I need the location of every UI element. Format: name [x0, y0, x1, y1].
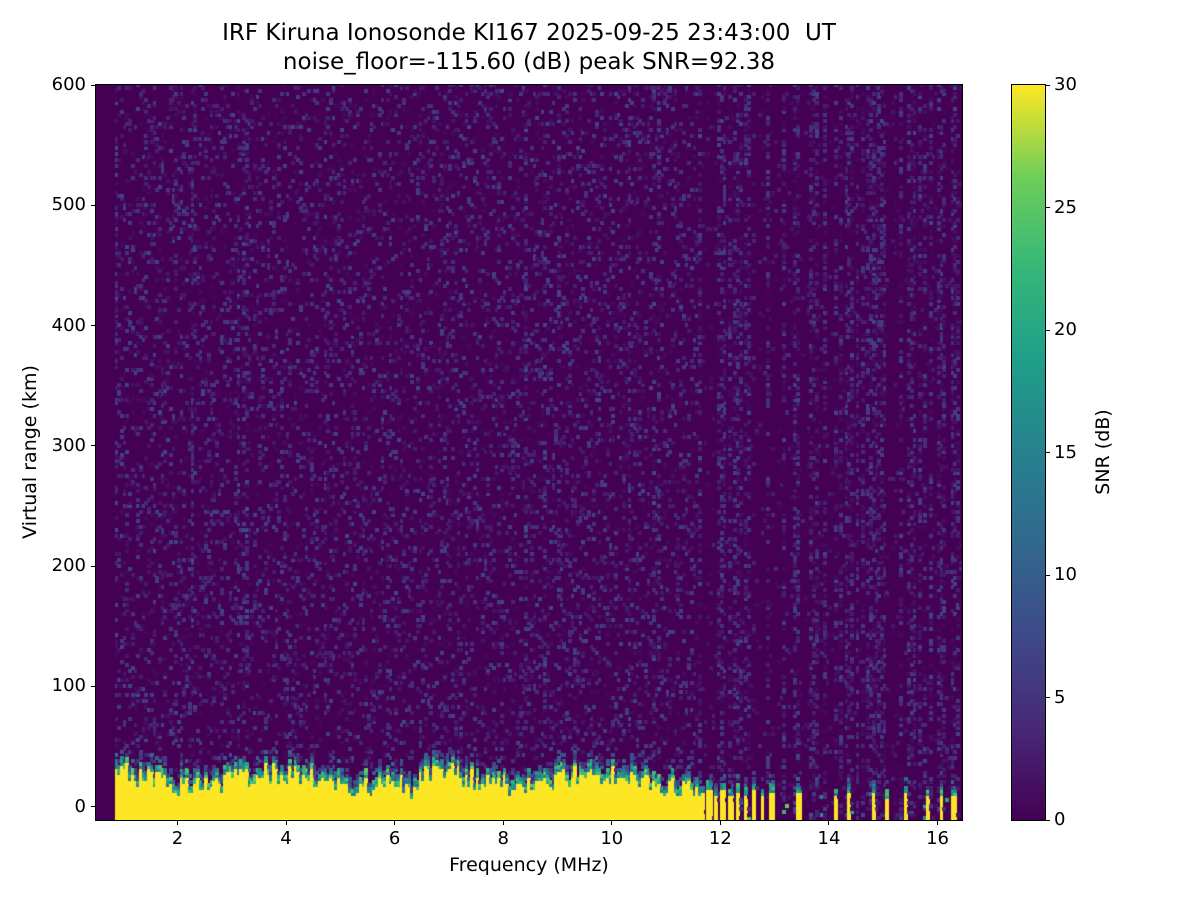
colorbar-tick-label: 25	[1054, 196, 1077, 218]
x-tick-label: 4	[280, 828, 292, 849]
x-tick-mark	[394, 820, 396, 825]
y-tick-mark	[91, 685, 96, 687]
x-tick-label: 16	[926, 828, 950, 849]
y-tick-label: 0	[74, 795, 86, 817]
x-tick-mark	[937, 820, 939, 825]
colorbar-tick-mark	[1045, 452, 1050, 453]
colorbar-tick-mark	[1045, 84, 1050, 86]
colorbar-tick-label: 5	[1054, 686, 1066, 708]
colorbar-tick-label: 10	[1054, 564, 1077, 585]
x-axis-label: Frequency (MHz)	[449, 854, 609, 876]
y-tick-label: 500	[51, 194, 86, 216]
colorbar-tick-mark	[1045, 697, 1050, 698]
colorbar-tick-label: 30	[1054, 74, 1077, 95]
colorbar-label: SNR (dB)	[1092, 409, 1114, 495]
colorbar-tick-label: 15	[1054, 441, 1077, 463]
y-tick-label: 200	[51, 555, 86, 577]
x-tick-mark	[719, 820, 721, 825]
colorbar-tick-mark	[1045, 574, 1050, 576]
y-tick-label: 600	[51, 74, 86, 95]
y-tick-label: 100	[51, 675, 86, 697]
y-tick-mark	[91, 325, 96, 327]
colorbar-gradient-canvas	[1012, 85, 1045, 820]
y-tick-mark	[91, 204, 96, 206]
y-tick-mark	[91, 84, 96, 86]
x-tick-mark	[502, 820, 504, 825]
y-tick-label: 300	[51, 434, 86, 456]
colorbar-tick-mark	[1045, 819, 1050, 821]
plot-area	[95, 84, 963, 821]
x-tick-label: 14	[817, 828, 841, 849]
x-tick-label: 12	[708, 828, 732, 849]
x-tick-mark	[828, 820, 830, 825]
colorbar-tick-mark	[1045, 329, 1050, 331]
y-tick-mark	[91, 445, 96, 447]
chart-subtitle: noise_floor=-115.60 (dB) peak SNR=92.38	[282, 49, 776, 75]
x-tick-label: 2	[171, 828, 184, 849]
colorbar-tick-mark	[1045, 207, 1050, 208]
colorbar-tick-label: 20	[1054, 319, 1077, 340]
y-tick-label: 400	[51, 314, 86, 336]
y-tick-mark	[91, 806, 96, 808]
ionogram-heatmap-canvas	[96, 85, 962, 820]
y-tick-mark	[91, 565, 96, 567]
x-tick-label: 8	[497, 828, 509, 849]
x-tick-mark	[285, 820, 287, 825]
chart-title: IRF Kiruna Ionosonde KI167 2025-09-25 23…	[222, 20, 836, 46]
x-tick-mark	[611, 820, 613, 825]
colorbar	[1011, 84, 1046, 821]
x-tick-label: 6	[388, 828, 401, 849]
x-tick-label: 10	[600, 828, 624, 849]
x-tick-mark	[176, 820, 178, 825]
colorbar-tick-label: 0	[1054, 809, 1066, 830]
